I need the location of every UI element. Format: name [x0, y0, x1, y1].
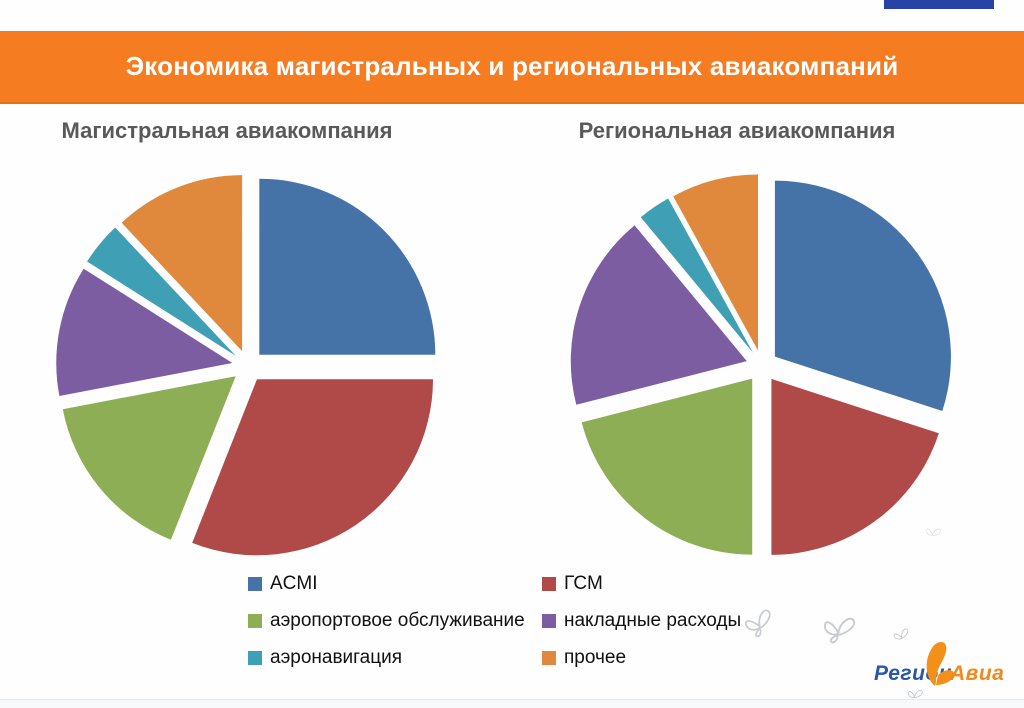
- pie-slice-3: [62, 376, 236, 540]
- title-banner: Экономика магистральных и региональных а…: [0, 31, 1024, 104]
- pie-slice-5: [87, 227, 236, 356]
- legend-label: ACMI: [270, 573, 318, 594]
- butterfly-icon: [824, 617, 856, 644]
- pie-slice-2: [192, 379, 433, 556]
- pie-slice-5: [640, 198, 753, 353]
- legend-item: аэронавигация: [248, 646, 542, 670]
- pie-slice-6: [121, 175, 243, 352]
- logo-butterfly-icon: [926, 642, 955, 686]
- legend-label: ГСМ: [564, 573, 603, 594]
- legend-swatch: [248, 651, 262, 665]
- company-logo: Регион Авиа: [874, 640, 1004, 690]
- legend-item: ГСМ: [542, 572, 741, 596]
- legend-swatch: [248, 577, 262, 591]
- pie-slice-2: [771, 378, 939, 555]
- pie-slice-1: [774, 180, 951, 411]
- pie-chart-regional: [570, 174, 951, 555]
- butterfly-icon: [908, 690, 923, 699]
- legend-item: ACMI: [248, 572, 542, 596]
- legend-swatch: [542, 614, 556, 628]
- slide-title: Экономика магистральных и региональных а…: [125, 51, 899, 81]
- pie-slice-3: [581, 378, 753, 555]
- legend-item: аэропортовое обслуживание: [248, 609, 542, 633]
- legend-item: прочее: [542, 646, 741, 670]
- pie-slice-4: [570, 225, 747, 405]
- legend-swatch: [542, 651, 556, 665]
- logo-text-avia: Авиа: [950, 662, 1005, 685]
- legend-swatch: [542, 577, 556, 591]
- pie-chart-mainline: [56, 175, 436, 556]
- legend: ACMI ГСМ аэропортовое обслуживание накладны…: [248, 572, 741, 670]
- chart-title-mainline: Магистральная авиакомпания: [61, 118, 393, 143]
- legend-label: прочее: [564, 647, 627, 668]
- pie-slice-1: [259, 178, 436, 355]
- legend-label: аэропортовое обслуживание: [270, 610, 525, 631]
- butterfly-icon: [926, 528, 942, 537]
- legend-item: накладные расходы: [542, 609, 741, 633]
- legend-label: накладные расходы: [564, 610, 742, 631]
- bottom-strip: [0, 699, 1024, 708]
- legend-label: аэронавигация: [270, 647, 403, 668]
- legend-swatch: [248, 614, 262, 628]
- butterfly-icon: [893, 628, 909, 640]
- corner-accent-bar: [884, 0, 994, 9]
- pie-slice-4: [56, 268, 233, 396]
- pie-slice-6: [673, 174, 758, 351]
- butterfly-icon: [745, 609, 771, 638]
- chart-title-regional: Региональная авиакомпания: [578, 118, 896, 143]
